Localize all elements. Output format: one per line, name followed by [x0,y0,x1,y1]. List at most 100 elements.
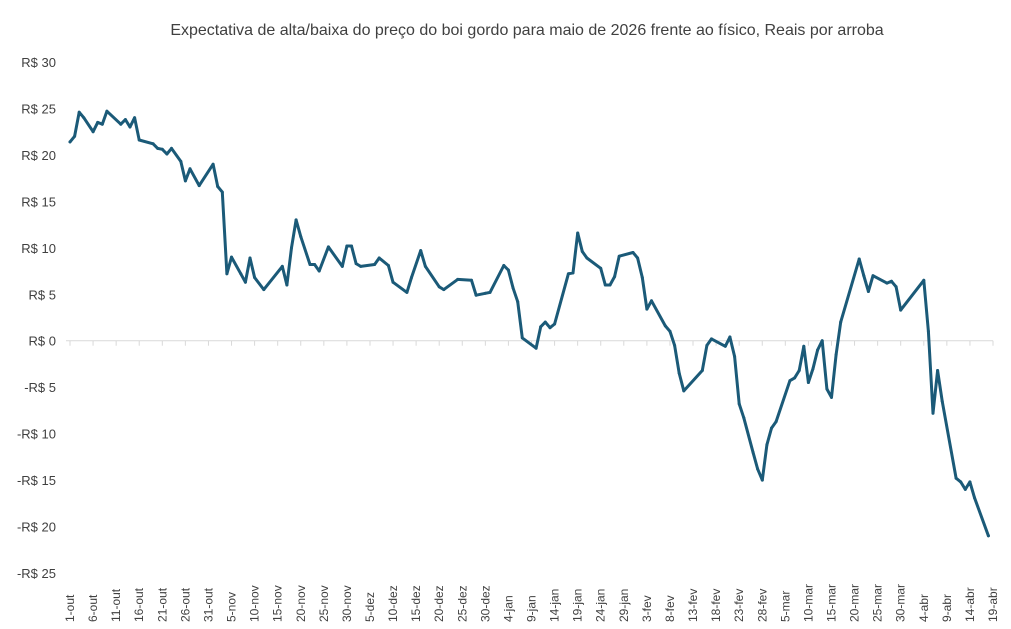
data-point [830,395,833,399]
y-tick-label: -R$ 10 [17,427,56,442]
data-point [894,285,898,289]
data-point [91,130,95,134]
data-point [294,218,298,222]
data-point [474,293,478,297]
data-point [733,355,737,358]
x-tick-label: 4-jan [501,595,515,622]
x-tick-label: 10-mar [801,584,815,622]
data-point [68,140,72,144]
data-points [68,109,990,538]
x-tick-label: 10-dez [386,585,400,622]
x-tick-label: 5-nov [225,592,239,622]
data-point [806,381,810,384]
x-tick-label: 16-out [132,587,146,622]
data-point [405,290,409,294]
data-point [631,251,635,254]
data-point [954,476,958,480]
data-point [354,262,358,266]
data-point [710,337,713,341]
data-point [608,283,612,287]
data-point [825,387,829,391]
data-point [682,389,686,393]
data-point [183,179,187,183]
data-point [423,264,427,268]
x-tick-label: 4-abr [917,594,931,622]
data-point [723,344,727,348]
x-tick-label: 25-dez [455,585,469,622]
data-point [377,256,381,260]
data-point [820,339,824,343]
y-tick-label: R$ 0 [29,334,56,349]
x-tick-label: 30-dez [478,585,492,622]
data-point [636,256,640,260]
data-point [308,263,312,266]
x-tick-label: 28-fev [755,589,769,622]
data-point [797,369,801,372]
x-tick-label: 15-nov [271,585,285,622]
data-point [728,335,732,339]
data-point [483,291,487,295]
data-point [968,480,972,484]
data-point [668,329,672,333]
data-point [506,268,510,272]
data-point [340,264,344,268]
data-point [936,369,940,372]
data-point [456,277,460,281]
data-point [100,122,104,126]
data-point [179,159,183,163]
y-tick-label: -R$ 5 [24,380,56,395]
data-point [673,343,677,347]
data-point [350,244,353,248]
data-point [197,184,201,188]
data-point [566,272,570,276]
data-point [963,487,967,491]
x-tick-label: 8-fev [663,595,677,622]
data-point [871,274,875,278]
data-point [280,264,284,268]
data-point [137,138,141,142]
data-point [940,399,944,403]
data-point [553,322,557,326]
x-tick-label: 30-mar [894,584,908,622]
data-point [548,326,552,330]
data-point [922,278,926,282]
x-tick-label: 20-dez [432,585,446,622]
data-point [248,256,252,260]
data-point [986,534,990,538]
data-point [262,288,266,292]
data-point [488,290,492,294]
data-point [543,320,547,324]
x-tick-label: 19-jan [571,589,585,622]
data-point [811,367,815,371]
data-point [802,344,806,348]
data-point [391,280,395,284]
data-point [285,283,289,287]
data-point [926,329,930,333]
data-point [160,147,164,151]
x-tick-label: 3-fev [640,595,654,622]
y-tick-label: R$ 30 [21,55,56,70]
data-point [585,256,589,260]
x-tick-label: 29-jan [617,589,631,622]
data-point [73,134,77,138]
data-point [737,402,741,406]
data-point [788,379,792,383]
data-point [77,110,81,114]
data-point [243,280,247,284]
data-point [539,325,543,329]
data-point [885,281,889,285]
data-point [890,279,893,283]
x-tick-label: 19-abr [986,587,1000,622]
data-point [839,320,843,324]
y-tick-label: R$ 20 [21,148,56,163]
data-point [663,324,667,328]
data-point [470,278,473,282]
data-point [603,283,607,287]
data-point [188,167,192,171]
data-point [133,116,137,120]
data-point [765,443,769,447]
data-point [119,122,123,126]
data-point [299,235,303,239]
data-point [239,272,243,276]
